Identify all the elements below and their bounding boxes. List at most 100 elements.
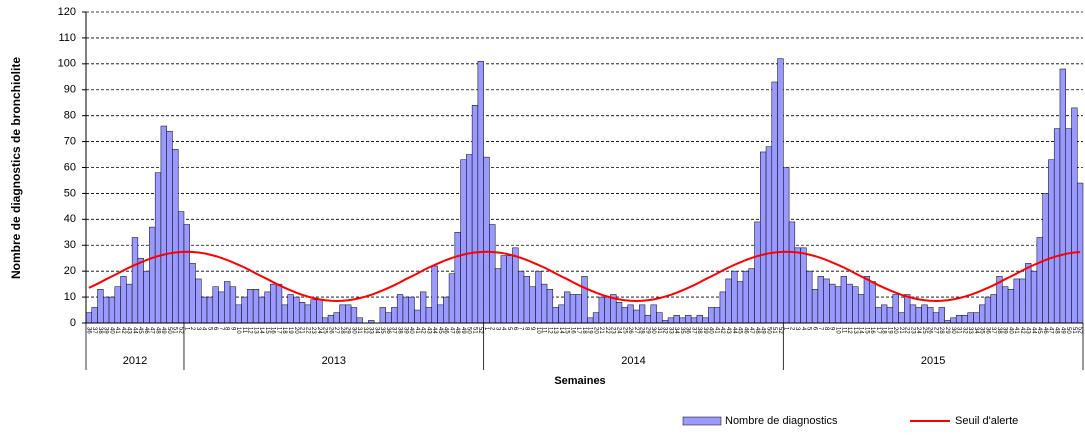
bar [765,146,773,324]
bar [656,312,663,324]
x-tick-label: 16 [569,327,575,334]
bar [408,296,415,324]
x-tick-label: 52 [477,327,483,334]
x-tick-label: 47 [149,327,155,334]
bar [615,302,623,324]
x-tick-label: 3 [494,327,500,331]
bar [673,314,680,324]
x-tick-label: 19 [886,327,892,334]
bar [546,289,554,324]
bar [1030,270,1038,324]
y-axis-title: Nombre de diagnostics de bronchiolite [9,57,23,279]
bar [552,307,559,324]
bar [708,307,715,324]
bar [955,314,963,324]
bar [206,296,214,324]
x-tick-label: 52 [178,327,184,334]
bar [333,312,340,324]
bar [840,276,847,324]
x-tick-label: 9 [229,327,235,331]
year-label: 2014 [621,355,645,367]
bar [592,312,600,324]
x-tick-label: 24 [915,327,921,334]
bar [126,283,133,324]
x-tick-label: 45 [737,327,743,334]
bar [1065,128,1072,324]
bar [938,307,945,324]
bar [990,294,997,324]
bar [489,224,496,324]
x-tick-label: 14 [858,327,864,334]
bar [541,283,548,324]
x-tick-label: 46 [443,327,449,334]
x-tick-label: 51 [1071,327,1077,334]
x-tick-label: 48 [454,327,460,334]
x-tick-label: 40 [1007,327,1013,334]
bar [869,281,876,324]
x-tick-label: 32 [362,327,368,334]
bar [512,247,519,324]
bar [322,317,329,324]
bar [177,211,185,324]
bar [420,291,427,324]
bar [529,286,536,324]
x-tick-label: 31 [356,327,362,334]
x-tick-label: 7 [817,327,823,331]
x-tick-label: 8 [224,327,230,331]
bar [166,130,173,324]
x-tick-label: 45 [1036,327,1042,334]
x-tick-label: 4 [500,327,506,331]
x-tick-label: 29 [345,327,351,334]
x-tick-label: 26 [627,327,633,334]
x-tick-label: 36 [385,327,391,334]
x-tick-label: 7 [218,327,224,331]
x-tick-label: 27 [932,327,938,334]
bar [385,312,392,324]
bar [811,289,819,324]
x-tick-label: 6 [811,327,817,331]
x-tick-label: 17 [875,327,881,334]
x-tick-label: 35 [679,327,685,334]
bar [1036,237,1043,324]
y-tick-label: 70 [64,135,76,147]
bar [327,314,335,324]
x-tick-label: 38 [97,327,103,334]
x-tick-label: 49 [460,327,466,334]
bar [379,307,386,324]
x-tick-label: 33 [967,327,973,334]
bar [304,304,312,324]
bar [339,304,346,324]
x-tick-label: 8 [523,327,529,331]
bar [754,221,761,324]
x-tick-label: 20 [293,327,299,334]
bar [1059,68,1066,324]
x-tick-label: 22 [904,327,910,334]
bar [1025,263,1032,324]
y-tick-label: 80 [64,110,76,122]
year-label: 2015 [921,355,945,367]
x-tick-label: 9 [529,327,535,331]
bar [154,172,162,324]
bar [431,265,438,324]
bar [846,283,853,324]
x-tick-label: 30 [650,327,656,334]
bar [201,296,208,324]
legend-swatch [682,416,722,426]
y-tick-label: 60 [64,161,76,173]
x-tick-label: 2 [788,327,794,331]
legend-label: Seuil d'alerte [955,415,1018,427]
bar [471,105,479,324]
bar [316,299,323,324]
x-tick-label: 41 [713,327,719,334]
x-tick-label: 16 [270,327,276,334]
y-tick-label: 50 [64,187,76,199]
x-tick-label: 30 [950,327,956,334]
x-tick-label: 19 [587,327,593,334]
bar [350,307,358,324]
year-label: 2013 [322,355,346,367]
x-tick-label: 39 [702,327,708,334]
bar [881,304,888,324]
bar [984,296,992,324]
x-tick-label: 15 [564,327,570,334]
